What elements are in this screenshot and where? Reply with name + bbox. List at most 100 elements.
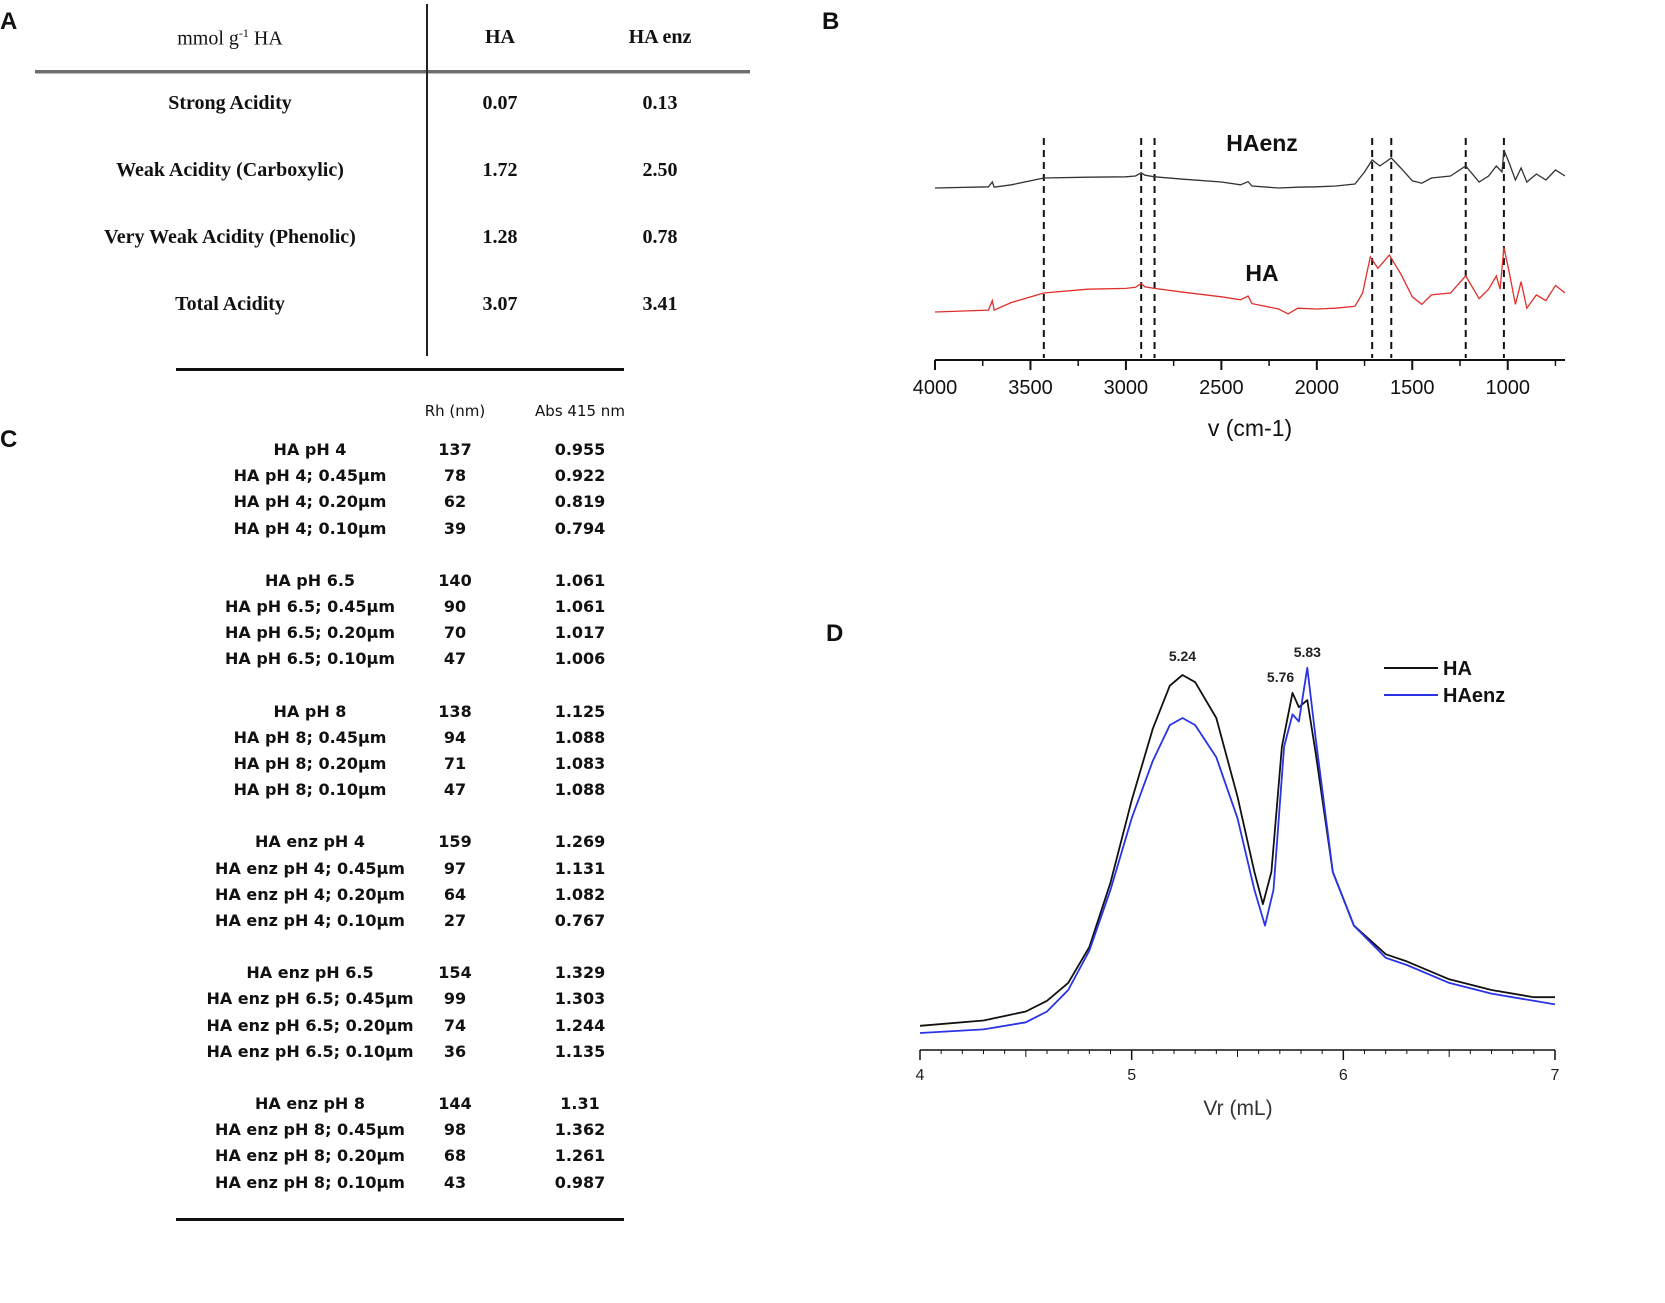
rh-value: 64 bbox=[443, 884, 467, 904]
header-divider bbox=[35, 70, 750, 74]
table-row: HA pH 4; 0.20µm 62 0.819 bbox=[0, 492, 760, 518]
sample-name: HA enz pH 4 bbox=[254, 832, 365, 852]
column-header-haenz: HA enz bbox=[628, 26, 692, 48]
table-row: HA enz pH 4; 0.45µm 97 1.131 bbox=[0, 859, 760, 885]
spectra-series bbox=[934, 149, 1565, 315]
panel-label-b: B bbox=[822, 8, 840, 35]
x-axis-ticks: 4 5 6 7 bbox=[916, 1050, 1560, 1084]
table-row: HA pH 6.5; 0.10µm 47 1.006 bbox=[0, 649, 760, 675]
x-axis-ticks: 4000 3500 3000 2500 2000 1500 1000 bbox=[913, 360, 1557, 399]
table-row: HA enz pH 8; 0.20µm 68 1.261 bbox=[0, 1146, 760, 1172]
ftir-chart: HAenz HA 4000 3500 3000 2500 2000 1500 1000 v … bbox=[913, 130, 1565, 441]
peak-label: 5.83 bbox=[1294, 644, 1321, 660]
value-haenz-weak: 2.50 bbox=[642, 159, 678, 181]
table-row: HA pH 6.5; 0.45µm 90 1.061 bbox=[0, 597, 760, 623]
sample-name: HA enz pH 6.5 bbox=[246, 963, 374, 983]
reference-lines bbox=[1042, 138, 1505, 358]
chromatogram-line-ha bbox=[919, 674, 1555, 1027]
abs-value: 1.269 bbox=[554, 832, 606, 852]
column-header-ha: HA bbox=[485, 26, 515, 48]
abs-value: 0.794 bbox=[554, 518, 606, 538]
table-row: HA enz pH 8 144 1.31 bbox=[0, 1094, 760, 1120]
value-ha-total: 3.07 bbox=[482, 293, 518, 315]
sample-name: HA pH 8; 0.10µm bbox=[233, 780, 387, 800]
table-row: HA enz pH 6.5; 0.20µm 74 1.244 bbox=[0, 1016, 760, 1042]
sample-name: HA pH 6.5 bbox=[264, 570, 356, 590]
rh-value: 140 bbox=[438, 570, 472, 590]
x-tick-label: 4 bbox=[916, 1067, 925, 1084]
abs-value: 0.922 bbox=[554, 466, 606, 486]
sample-name: HA pH 8; 0.45µm bbox=[233, 727, 387, 747]
row-label-weak-acidity: Weak Acidity (Carboxylic) bbox=[116, 159, 344, 181]
chromatogram-line-haenz bbox=[919, 666, 1556, 1034]
sample-name: HA enz pH 6.5; 0.20µm bbox=[206, 1015, 414, 1035]
value-ha-very-weak: 1.28 bbox=[482, 226, 518, 248]
spectrum-line-ha bbox=[934, 247, 1565, 315]
sample-name: HA pH 8; 0.20µm bbox=[233, 754, 387, 773]
rh-value: 68 bbox=[443, 1146, 467, 1166]
panel-label-a: A bbox=[0, 8, 18, 35]
table-row: HA pH 4; 0.45µm 78 0.922 bbox=[0, 466, 760, 492]
rh-value: 144 bbox=[438, 1094, 472, 1113]
rh-value: 154 bbox=[438, 963, 472, 983]
sample-name: HA pH 4; 0.45µm bbox=[233, 466, 387, 486]
abs-value: 1.088 bbox=[554, 727, 606, 747]
abs-value: 1.006 bbox=[554, 649, 606, 669]
rh-value: 78 bbox=[443, 466, 467, 486]
x-tick-label: 4000 bbox=[913, 377, 958, 399]
value-haenz-very-weak: 0.78 bbox=[642, 226, 678, 248]
rh-value: 36 bbox=[443, 1041, 467, 1061]
table-row: HA enz pH 6.5; 0.10µm 36 1.135 bbox=[0, 1042, 760, 1068]
abs-value: 0.955 bbox=[554, 440, 606, 459]
x-tick-label: 1500 bbox=[1390, 377, 1435, 399]
series-label-ha: HA bbox=[1245, 260, 1278, 286]
peak-label: 5.24 bbox=[1169, 648, 1196, 664]
legend-label-haenz: HAenz bbox=[1443, 685, 1505, 707]
table-header-row: Rh (nm) Abs 415 nm bbox=[0, 402, 760, 428]
sample-name: HA enz pH 8 bbox=[254, 1094, 365, 1113]
legend-label-ha: HA bbox=[1443, 658, 1472, 680]
table-bottom-rule bbox=[176, 1218, 624, 1221]
chromatogram-series bbox=[919, 666, 1556, 1034]
abs-value: 1.061 bbox=[554, 570, 606, 590]
table-row: HA pH 6.5 140 1.061 bbox=[0, 571, 760, 597]
rh-value: 62 bbox=[443, 492, 467, 512]
table-row: HA pH 8; 0.45µm 94 1.088 bbox=[0, 728, 760, 754]
table-row: HA enz pH 6.5 154 1.329 bbox=[0, 963, 760, 989]
abs-value: 0.819 bbox=[554, 492, 606, 512]
abs-value: 1.261 bbox=[554, 1146, 606, 1166]
abs-value: 1.083 bbox=[554, 754, 606, 773]
table-row: HA pH 6.5; 0.20µm 70 1.017 bbox=[0, 623, 760, 649]
sec-chart: 5.24 5.765.83 HA HAenz 4 5 6 7 Vr (mL) bbox=[916, 644, 1560, 1120]
sample-name: HA pH 4 bbox=[273, 440, 347, 459]
rh-value: 71 bbox=[443, 754, 467, 773]
column-header-abs: Abs 415 nm bbox=[535, 402, 625, 420]
sample-name: HA enz pH 6.5; 0.10µm bbox=[206, 1041, 414, 1061]
unit-prefix: mmol g bbox=[177, 27, 239, 50]
x-tick-label: 3000 bbox=[1104, 377, 1149, 399]
table-row: HA enz pH 4; 0.10µm 27 0.767 bbox=[0, 911, 760, 937]
panel-label-c: C bbox=[0, 426, 18, 453]
sample-name: HA pH 6.5; 0.10µm bbox=[225, 649, 395, 669]
acidity-unit-header: mmol g-1 HA bbox=[130, 26, 330, 51]
rh-value: 70 bbox=[443, 623, 467, 643]
value-ha-weak: 1.72 bbox=[482, 159, 518, 181]
column-header-rh: Rh (nm) bbox=[424, 402, 486, 420]
panel-label-d: D bbox=[826, 620, 844, 647]
row-label-strong-acidity: Strong Acidity bbox=[168, 92, 292, 114]
acidity-table: mmol g-1 HA HA HA enz Strong Acidity 0.0… bbox=[0, 0, 760, 370]
sample-name: HA enz pH 6.5; 0.45µm bbox=[206, 989, 414, 1009]
unit-superscript: -1 bbox=[238, 26, 249, 40]
sample-name: HA pH 4; 0.10µm bbox=[233, 518, 387, 538]
abs-value: 1.088 bbox=[554, 780, 606, 800]
sample-name: HA pH 8 bbox=[273, 701, 347, 721]
x-tick-label: 7 bbox=[1551, 1067, 1560, 1084]
rh-abs-table: Rh (nm) Abs 415 nm HA pH 4 137 0.955 HA pH … bbox=[0, 368, 760, 1303]
peak-label: 5.76 bbox=[1267, 669, 1294, 685]
spectrum-line-haenz bbox=[934, 149, 1565, 189]
rh-value: 138 bbox=[438, 701, 472, 721]
sample-name: HA enz pH 8; 0.45µm bbox=[215, 1120, 405, 1140]
table-row: HA pH 4; 0.10µm 39 0.794 bbox=[0, 519, 760, 545]
sample-name: HA pH 4; 0.20µm bbox=[233, 492, 387, 512]
abs-value: 1.082 bbox=[554, 884, 606, 904]
